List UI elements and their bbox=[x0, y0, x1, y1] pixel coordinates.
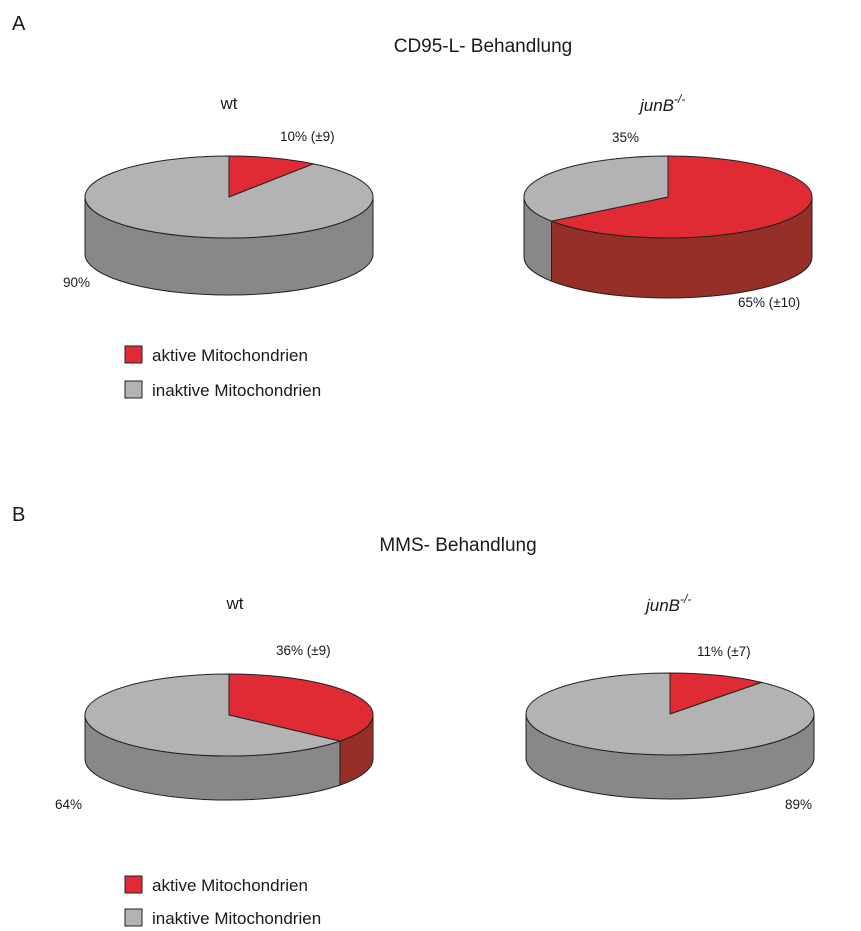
pie-b1-active-label: 36% (±9) bbox=[276, 643, 331, 658]
pie-a1-slice-active bbox=[228, 155, 315, 198]
pie-a2-title-main: junB bbox=[638, 96, 674, 115]
pie-a2-slice-active bbox=[551, 155, 813, 239]
legend-a-active-swatch bbox=[124, 345, 143, 364]
pie-b2-active-label: 11% (±7) bbox=[697, 644, 751, 659]
panel-b: B MMS- Behandlung wt junB-/- 36% (±9) 64… bbox=[12, 504, 815, 928]
pie-a1-inactive-label: 90% bbox=[63, 275, 90, 290]
pie-b2-inactive-label: 89% bbox=[785, 797, 812, 812]
pie-b1-slice-inactive bbox=[84, 673, 341, 757]
pie-b2-title-sup: -/- bbox=[680, 592, 691, 606]
panel-a: A CD95-L- Behandlung wt junB-/- 10% (±9)… bbox=[12, 13, 813, 400]
pie-a1-active-label: 10% (±9) bbox=[280, 129, 335, 144]
pie-a2-title: junB-/- bbox=[638, 92, 685, 115]
legend-b-inactive-swatch bbox=[124, 908, 143, 927]
pie-b2-slice-active bbox=[669, 672, 763, 715]
pie-b1-slice-active bbox=[228, 673, 374, 742]
legend-b-active-label: aktive Mitochondrien bbox=[152, 876, 308, 895]
legend-a-inactive-label: inaktive Mitochondrien bbox=[152, 381, 321, 400]
legend-b: aktive Mitochondrien inaktive Mitochondr… bbox=[124, 875, 321, 928]
panel-a-title: CD95-L- Behandlung bbox=[394, 36, 573, 57]
pie-a2-slice-inactive bbox=[523, 155, 669, 222]
pie-a1-title: wt bbox=[220, 94, 238, 113]
legend-a: aktive Mitochondrien inaktive Mitochondr… bbox=[124, 345, 321, 400]
panel-letter-a: A bbox=[12, 13, 26, 35]
pie-a2-active-label: 65% (±10) bbox=[738, 295, 800, 310]
legend-a-inactive-swatch bbox=[124, 380, 143, 399]
pie-b2 bbox=[525, 672, 815, 800]
pie-b1-title: wt bbox=[226, 594, 244, 613]
pie-a2 bbox=[523, 155, 813, 299]
pie-b1 bbox=[84, 673, 374, 801]
legend-a-active-label: aktive Mitochondrien bbox=[152, 346, 308, 365]
pie-b2-slice-inactive bbox=[525, 672, 815, 756]
panel-b-title: MMS- Behandlung bbox=[379, 535, 536, 556]
panel-letter-b: B bbox=[12, 504, 25, 526]
legend-b-active-swatch bbox=[124, 875, 143, 894]
legend-b-inactive-label: inaktive Mitochondrien bbox=[152, 909, 321, 928]
pie-b2-title: junB-/- bbox=[644, 592, 691, 615]
pie-a2-title-sup: -/- bbox=[674, 92, 685, 106]
pie-b1-inactive-label: 64% bbox=[55, 797, 82, 812]
pie-a2-inactive-label: 35% bbox=[612, 130, 639, 145]
pie-b2-title-main: junB bbox=[644, 596, 680, 615]
pie-a1 bbox=[84, 155, 374, 296]
pie-a1-slice-inactive bbox=[84, 155, 374, 239]
